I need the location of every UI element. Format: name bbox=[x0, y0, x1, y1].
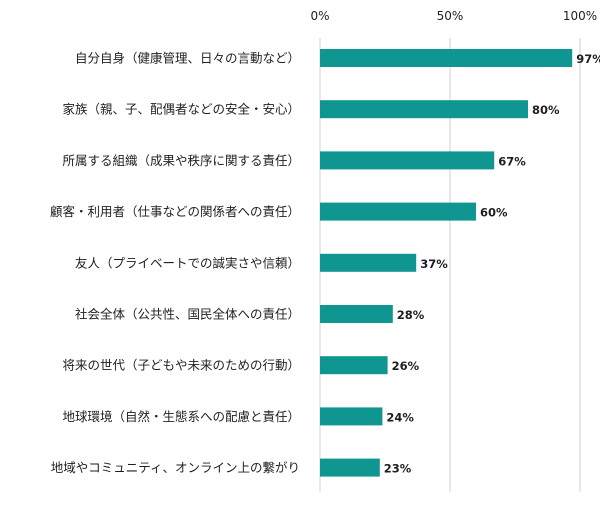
x-tick-label: 0% bbox=[310, 9, 329, 23]
bar bbox=[320, 356, 388, 375]
bars bbox=[320, 49, 573, 477]
category-label: 所属する組織（成果や秩序に関する責任） bbox=[62, 153, 300, 168]
value-label: 37% bbox=[420, 257, 448, 271]
category-label: 家族（親、子、配偶者などの安全・安心） bbox=[62, 102, 300, 117]
value-label: 67% bbox=[498, 154, 526, 168]
x-axis-ticks: 0% 50% 100% bbox=[310, 9, 597, 23]
value-label: 80% bbox=[532, 103, 560, 117]
value-labels: 97% 80% 67% 60% 37% 28% 26% 24% 23% bbox=[384, 52, 600, 476]
category-label: 将来の世代（子どもや未来のための行動） bbox=[62, 358, 300, 373]
category-label: 地球環境（自然・生態系への配慮と責任） bbox=[62, 409, 300, 424]
bar bbox=[320, 305, 393, 323]
bar bbox=[320, 253, 417, 272]
category-labels: 自分自身（健康管理、日々の言動など） 家族（親、子、配偶者などの安全・安心） 所属す… bbox=[50, 51, 300, 476]
bar bbox=[320, 202, 476, 221]
category-label: 顧客・利用者（仕事などの関係者への責任） bbox=[50, 204, 300, 219]
value-label: 60% bbox=[480, 206, 508, 220]
value-label: 26% bbox=[392, 359, 420, 373]
value-label: 23% bbox=[384, 462, 412, 476]
category-label: 社会全体（公共性、国民全体への責任） bbox=[75, 307, 300, 322]
bar bbox=[320, 458, 380, 477]
category-label: 自分自身（健康管理、日々の言動など） bbox=[75, 51, 300, 66]
bar bbox=[320, 407, 383, 426]
bar bbox=[320, 100, 528, 119]
x-tick-label: 50% bbox=[437, 9, 464, 23]
value-label: 28% bbox=[397, 308, 425, 322]
bar bbox=[320, 49, 573, 67]
category-label: 友人（プライベートでの誠実さや信頼） bbox=[75, 255, 300, 270]
x-tick-label: 100% bbox=[563, 9, 597, 23]
category-label: 地域やコミュニティ、オンライン上の繋がり bbox=[51, 460, 300, 475]
value-label: 24% bbox=[386, 410, 414, 424]
value-label: 97% bbox=[576, 52, 600, 66]
bar bbox=[320, 151, 495, 170]
